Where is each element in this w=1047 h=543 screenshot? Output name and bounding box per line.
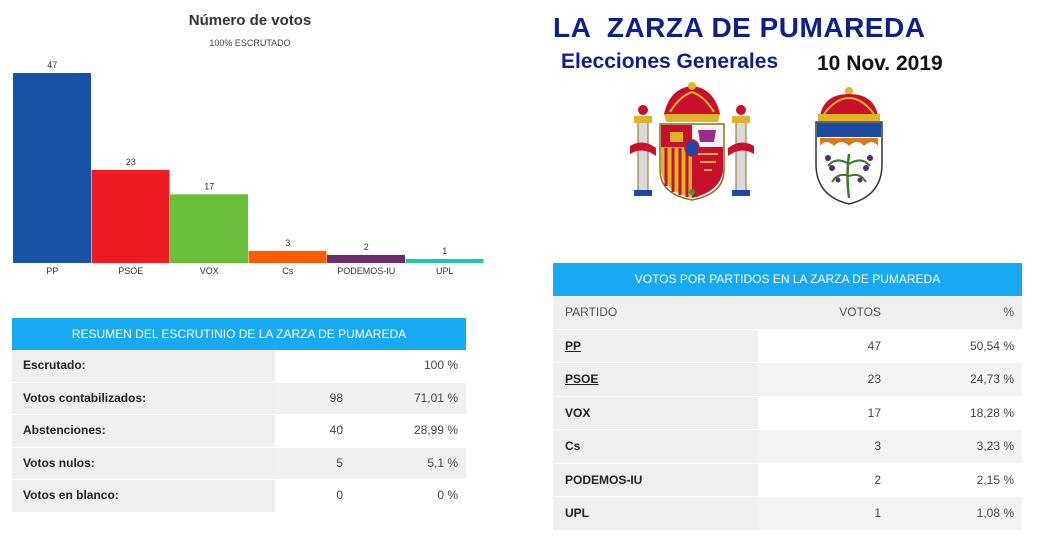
table-row: Escrutado: 100 %	[12, 350, 466, 383]
table-row: Votos nulos: 5 5,1 %	[12, 447, 466, 480]
party-votes: 3	[758, 430, 881, 463]
data-label-psoe: 23	[126, 157, 136, 167]
party-name: PODEMOS-IU	[553, 463, 758, 496]
party-name: VOX	[553, 396, 758, 429]
parties-heading: VOTOS POR PARTIDOS EN LA ZARZA DE PUMARE…	[553, 263, 1022, 296]
party-pct: 50,54 %	[881, 329, 1022, 362]
chart-subtitle: 100% ESCRUTADO	[209, 38, 291, 48]
summary-heading: RESUMEN DEL ESCRUTINIO DE LA ZARZA DE PU…	[12, 318, 466, 350]
election-date: 10 Nov. 2019	[817, 52, 943, 75]
table-row: PP 47 50,54 %	[553, 329, 1022, 363]
party-name: Cs	[553, 430, 758, 463]
tick-label-vox: VOX	[200, 266, 219, 276]
table-row: Abstenciones: 40 28,99 %	[12, 415, 466, 448]
bar-podemos-iu	[327, 254, 405, 263]
summary-pct: 0 %	[353, 480, 466, 512]
party-votes: 2	[758, 463, 881, 496]
party-votes: 17	[758, 396, 881, 429]
summary-pct: 71,01 %	[353, 382, 466, 414]
bar-upl	[405, 259, 484, 263]
summary-label: Escrutado:	[12, 350, 275, 382]
summary-pct: 100 %	[353, 350, 466, 382]
summary-value: 40	[275, 415, 353, 447]
summary-value	[275, 350, 353, 382]
column-header-party: PARTIDO	[565, 305, 618, 319]
spain-coat-of-arms-icon	[630, 82, 754, 201]
table-row: VOX 17 18,28 %	[553, 396, 1022, 430]
bar-chart-svg: 47 PP 23 PSOE 17 VOX 3 Cs 2 PODEMOS-IU 1 UPL	[13, 60, 484, 276]
party-pct: 24,73 %	[881, 363, 1022, 396]
table-row: PODEMOS-IU 2 2,15 %	[553, 463, 1022, 497]
bar-cs	[248, 250, 327, 263]
table-row: UPL 1 1,08 %	[553, 497, 1022, 531]
party-votes: 1	[758, 497, 881, 530]
data-label-podemos-iu: 2	[364, 242, 369, 252]
table-row: Votos en blanco: 0 0 %	[12, 480, 466, 513]
bar-psoe	[91, 170, 170, 263]
party-votes: 47	[758, 329, 881, 362]
tick-label-psoe: PSOE	[118, 266, 143, 276]
data-label-vox: 17	[204, 181, 214, 191]
data-label-upl: 1	[442, 246, 447, 256]
summary-table: RESUMEN DEL ESCRUTINIO DE LA ZARZA DE PU…	[12, 318, 466, 513]
table-row: PSOE 23 24,73 %	[553, 363, 1022, 397]
page-title: LA ZARZA DE PUMAREDA	[553, 12, 926, 43]
table-header-row: PARTIDO VOTOS %	[553, 296, 1022, 330]
bar-pp	[13, 73, 91, 263]
summary-label: Abstenciones:	[12, 415, 275, 447]
election-subtitle: Elecciones Generales	[561, 50, 779, 73]
data-label-cs: 3	[285, 238, 290, 248]
party-pct: 2,15 %	[881, 463, 1022, 496]
bar-vox	[170, 194, 248, 263]
party-pct: 1,08 %	[881, 497, 1022, 530]
chart-title: Número de votos	[188, 12, 312, 29]
tick-label-podemos-iu: PODEMOS-IU	[337, 266, 395, 276]
summary-label: Votos en blanco:	[12, 480, 275, 512]
party-name[interactable]: PP	[553, 329, 758, 362]
vote-chart: Número de votos 100% ESCRUTADO 47 PP 23 PSO…	[0, 0, 500, 290]
summary-pct: 5,1 %	[353, 447, 466, 479]
tick-label-pp: PP	[46, 266, 58, 276]
summary-pct: 28,99 %	[353, 415, 466, 447]
table-row: Votos contabilizados: 98 71,01 %	[12, 382, 466, 415]
summary-value: 98	[275, 382, 353, 414]
party-name: UPL	[553, 497, 758, 530]
summary-value: 0	[275, 480, 353, 512]
summary-value: 5	[275, 447, 353, 479]
summary-label: Votos contabilizados:	[12, 382, 275, 414]
column-header-votes: VOTOS	[839, 305, 881, 319]
table-row: Cs 3 3,23 %	[553, 430, 1022, 464]
party-pct: 18,28 %	[881, 396, 1022, 429]
tick-label-upl: UPL	[436, 266, 454, 276]
tick-label-cs: Cs	[282, 266, 293, 276]
summary-label: Votos nulos:	[12, 447, 275, 479]
party-name[interactable]: PSOE	[553, 363, 758, 396]
party-pct: 3,23 %	[881, 430, 1022, 463]
parties-table: VOTOS POR PARTIDOS EN LA ZARZA DE PUMARE…	[553, 263, 1022, 531]
data-label-pp: 47	[47, 60, 57, 70]
party-votes: 23	[758, 363, 881, 396]
column-header-pct: %	[1003, 305, 1014, 319]
town-coat-of-arms-icon	[815, 87, 883, 205]
